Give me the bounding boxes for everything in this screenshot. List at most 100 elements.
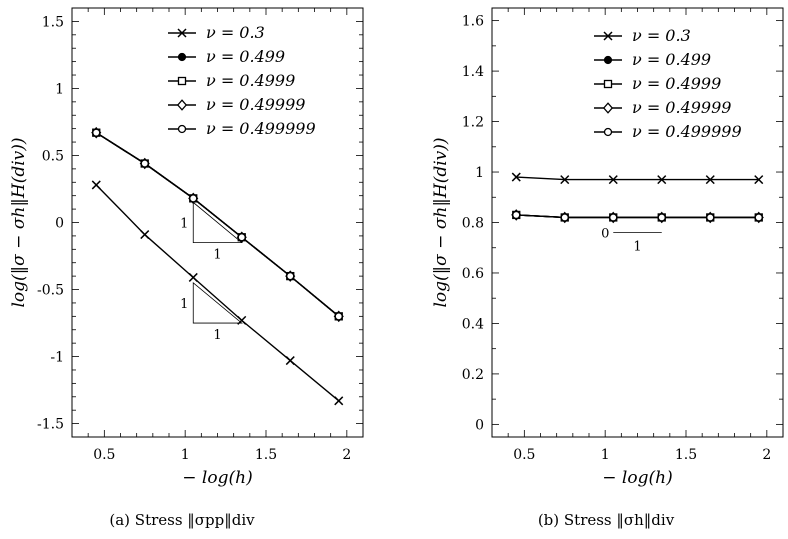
legend: ν = 0.3 ν = 0.499 ν = 0.4999 ν = 0.49999 ν =… [594,26,742,141]
data-point-open-circle [512,210,521,220]
y-tick-label: 1.2 [462,115,484,131]
chart-panel-b: 0.5 1 1.5 2 0 0.2 0.4 0.6 0.8 1 1.2 1.4 1.6 − log(h) l… [431,7,784,529]
figure-caption: (a) Stress ‖σpp‖div [109,511,255,529]
series-group [511,172,764,224]
legend-marker-cross [177,28,187,38]
data-point-cross [560,175,570,185]
y-tick-label: 1.6 [462,14,484,30]
legend: ν = 0.3 ν = 0.499 ν = 0.4999 ν = 0.49999 ν =… [168,23,316,138]
legend-marker-open-circle [603,127,613,137]
x-tick-label: 0.5 [93,447,115,463]
x-tick-label: 2 [762,447,771,463]
legend-marker-filled-circle [603,55,613,65]
series-line [95,132,340,317]
data-point-open-circle [334,312,343,321]
slope-triangles: 1 1 1 1 [180,201,243,343]
legend-marker-open-circle [177,124,187,134]
legend-entry: ν = 0.499 [632,50,711,69]
slope-triangle [192,281,243,324]
data-point-cross [285,356,295,366]
x-tick-label: 1 [181,447,190,463]
x-axis: 0.5 1 1.5 2 [71,8,364,463]
x-tick-label: 0.5 [513,447,535,463]
x-axis-title: − log(h) [602,468,672,488]
slope-triangle [192,201,243,244]
y-tick-label: 0.6 [462,266,484,282]
plot-frame [491,7,784,438]
x-axis-title: − log(h) [182,468,252,488]
y-tick-label: 0.2 [462,367,484,383]
y-tick-label: 0.8 [462,216,484,232]
data-point-cross [140,230,150,240]
x-tick-label: 1.5 [255,447,277,463]
data-point-open-circle [706,213,715,222]
y-tick-label: 0 [55,216,64,232]
series-line [95,132,340,317]
slope-rise-label: 1 [180,217,188,232]
data-point-open-circle [286,271,295,281]
y-tick-label: -0.5 [37,283,64,299]
legend-entry: ν = 0.49999 [206,95,305,114]
legend-marker-square [603,79,613,89]
series-group [91,126,344,406]
slope-run-label: 1 [213,248,221,263]
x-tick-label: 2 [342,447,351,463]
slope-run-label: 1 [633,240,641,255]
data-point-cross [188,272,198,282]
legend-entry: ν = 0.499999 [632,122,742,141]
series-line [516,214,759,219]
data-point-open-circle [754,213,763,222]
legend-entry: ν = 0.4999 [632,74,721,93]
series-line [95,132,340,317]
legend-entry: ν = 0.3 [206,23,265,42]
legend-marker-diamond [176,99,188,111]
chart-panel-a: 0.5 1 1.5 2-1.5-1-0.500.511.5− log(h)log(‖σ… [9,7,364,529]
y-tick-label: 1.4 [462,64,484,80]
slope-rise-label: 0 [601,227,609,242]
data-point-cross [511,172,521,182]
data-point-open-circle [92,128,101,137]
legend-marker-diamond [602,102,614,114]
y-axis-title: log(‖σ − σh‖H(div)) [9,137,29,307]
data-point-cross [91,180,101,190]
data-point-open-circle [657,213,666,222]
data-point-open-circle [140,159,149,168]
legend-entry: ν = 0.499999 [206,119,316,138]
data-point-open-circle [560,213,569,222]
legend-marker-filled-circle [177,52,187,62]
legend-entry: ν = 0.49999 [632,98,731,117]
y-axis: -1.5 -1 -0.5 0 0.5 1 1.5 [37,7,363,438]
series-line [95,132,340,317]
legend-marker-cross [603,31,613,41]
data-point-open-circle [237,233,246,242]
y-axis: 0 0.2 0.4 0.6 0.8 1 1.2 1.4 1.6 [462,14,783,433]
legend-entry: ν = 0.3 [632,26,691,45]
x-tick-label: 1.5 [675,447,697,463]
figure-caption: (b) Stress ‖σh‖div [538,511,675,529]
x-axis: 0.5 1 1.5 2 [491,8,784,463]
y-tick-label: 0 [475,417,484,433]
x-tick-label: 1 [601,447,610,463]
slope-triangles: 01 [601,227,662,255]
slope-run-label: 1 [213,328,221,343]
data-point-cross [754,175,764,185]
legend-entry: ν = 0.4999 [206,71,295,90]
data-point-open-circle [609,213,618,222]
y-tick-label: -1.5 [37,417,64,433]
y-tick-label: 1.5 [42,14,64,30]
y-tick-label: 0.5 [42,148,64,164]
y-axis-title: log(‖σ − σh‖H(div)) [431,137,451,307]
data-point-cross [608,175,618,185]
legend-marker-square [177,76,187,86]
data-point-open-circle [189,194,198,203]
slope-rise-label: 1 [180,297,188,312]
series-line [516,176,759,181]
y-tick-label: -1 [50,350,64,366]
legend-entry: ν = 0.499 [206,47,285,66]
data-point-cross [657,175,667,185]
data-point-cross [334,396,344,406]
y-tick-label: 1 [55,81,64,97]
y-tick-label: 1 [475,165,484,181]
series-line [95,184,340,402]
